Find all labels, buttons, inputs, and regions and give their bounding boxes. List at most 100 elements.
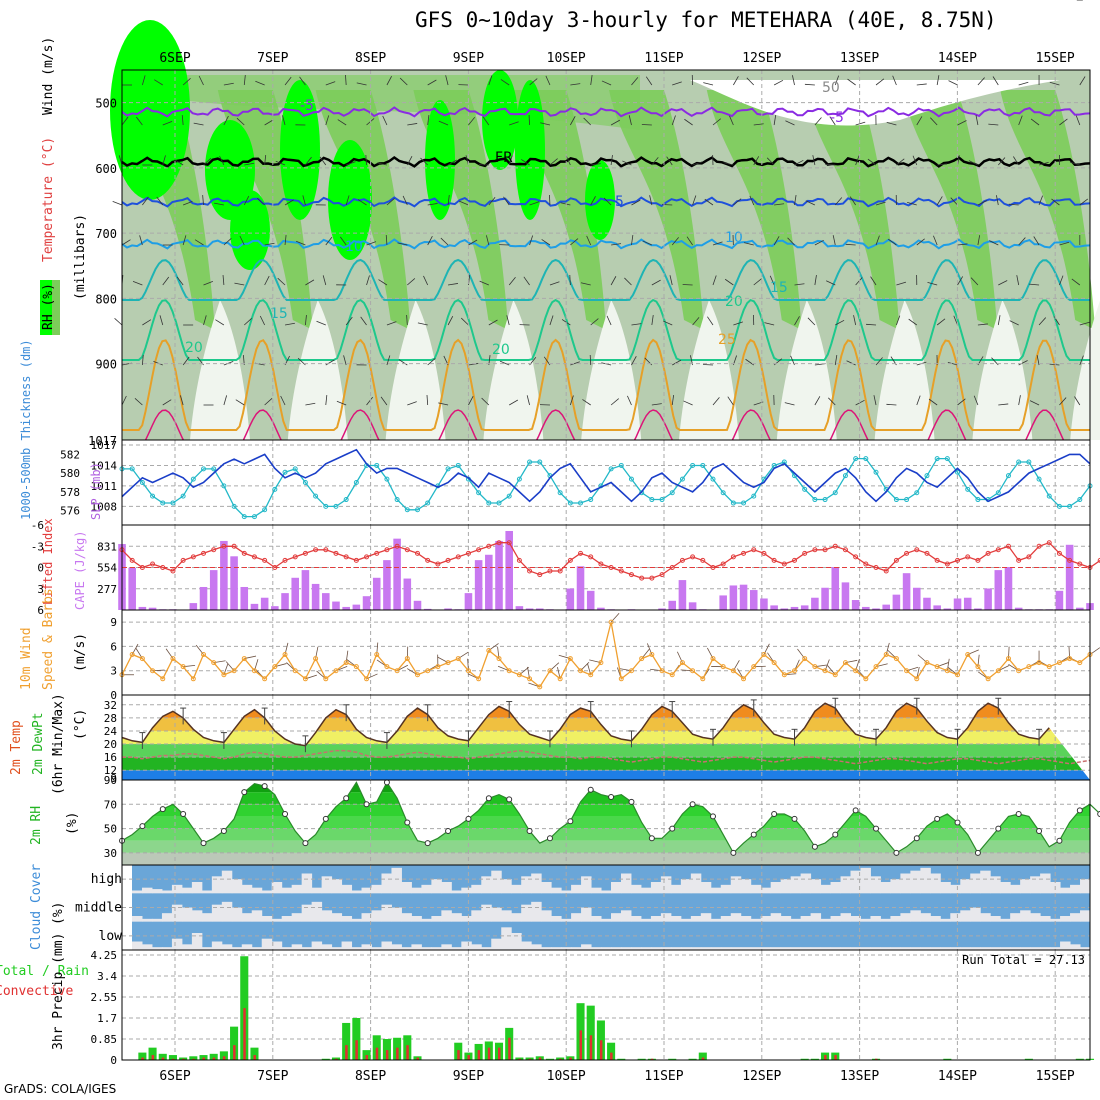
wind-barb <box>427 203 438 206</box>
wind-barb <box>998 280 1008 286</box>
li-tick-label: 0 <box>37 562 44 575</box>
wind-speed-point <box>955 672 961 678</box>
wind-barb <box>1079 76 1086 86</box>
cape-bar <box>597 607 605 610</box>
li-point <box>190 554 196 560</box>
wind-speed-point <box>150 668 156 674</box>
wind-barb <box>468 116 476 126</box>
li-point <box>802 550 808 556</box>
wind-barb <box>916 83 927 86</box>
precip-legend-convective: Convective <box>0 984 73 999</box>
cloud-high-bar <box>201 890 213 894</box>
cape-bar <box>189 603 198 610</box>
li-point <box>649 575 655 581</box>
cloud-low-bar <box>1080 947 1091 950</box>
wind-barb <box>235 399 245 406</box>
cloud-middle-bar <box>900 913 911 922</box>
temp-band <box>122 744 1090 758</box>
wind-barb <box>671 395 675 406</box>
wind-barb <box>447 195 450 206</box>
slp-point <box>313 493 319 499</box>
wind-barb <box>666 156 673 166</box>
cloud-middle-bar <box>730 913 742 922</box>
wind-barb <box>998 403 1009 406</box>
slp-point <box>853 456 859 462</box>
rh-dry-zone <box>972 300 1033 440</box>
cloud-middle-bar <box>451 913 462 922</box>
cloud-sky <box>132 865 1090 950</box>
contour-label: 5 <box>615 194 624 210</box>
cloud-high-bar <box>361 887 372 894</box>
cloud-low-bar <box>650 947 662 950</box>
cloud-high-bar <box>920 867 931 894</box>
slp-point <box>302 480 308 485</box>
slp-point <box>486 500 492 506</box>
wind-barb <box>114 318 123 326</box>
wind-speed-point <box>211 660 217 666</box>
slp-point <box>323 503 329 509</box>
wind-barb <box>284 76 292 86</box>
wind-barb <box>284 199 294 206</box>
cape-bar <box>984 588 992 610</box>
cloud-middle-bar <box>151 918 163 922</box>
li-point <box>761 550 767 556</box>
cloud-low-bar <box>181 944 193 950</box>
date-label-bottom: 6SEP <box>159 1069 190 1084</box>
cape-axis-label: CAPE (J/kg) <box>73 531 87 610</box>
rh-point <box>383 779 390 786</box>
wind-barb <box>203 315 207 326</box>
wind-barb <box>590 75 593 86</box>
cloud-middle-bar <box>551 916 562 922</box>
cape-bar <box>444 608 452 610</box>
slp-point <box>802 486 808 492</box>
cloud-middle-bar <box>1050 918 1061 922</box>
rh-saturated-zone <box>328 140 372 260</box>
cloud-low-bar <box>950 947 961 950</box>
wind-speed-point <box>302 676 308 682</box>
wind-barb <box>569 116 576 126</box>
li-point <box>343 554 349 560</box>
cape-bar <box>525 608 534 610</box>
wind-speed-point <box>781 672 787 678</box>
wind-barb <box>916 395 921 406</box>
cloud-low-bar <box>890 947 901 950</box>
wind-barb <box>264 155 267 166</box>
precip-total-bar <box>250 1047 259 1060</box>
wind-barb <box>930 117 938 126</box>
wind-barb <box>366 275 370 286</box>
cloud-high-bar <box>321 876 333 894</box>
contour-label: 10 <box>345 239 363 255</box>
cape-bar <box>271 606 279 610</box>
cloud-axis-label: Cloud Cover <box>29 864 44 950</box>
cloud-low-bar <box>740 947 752 950</box>
wind-barb <box>380 396 388 406</box>
wind-barb <box>141 75 146 86</box>
wind-barb <box>203 158 212 166</box>
rh-tick-label: 50 <box>104 823 117 836</box>
wind-barb <box>724 278 734 286</box>
cloud-high-bar <box>930 873 941 894</box>
rh-moist-zone <box>1000 90 1096 330</box>
cloud-low-bar <box>201 947 213 950</box>
cloud-middle-bar <box>191 910 203 922</box>
date-label-top: 13SEP <box>840 51 879 66</box>
wind-barb <box>828 397 836 406</box>
wind-barb <box>651 157 659 166</box>
rh-point <box>628 798 635 805</box>
cloud-high-bar <box>1030 876 1041 894</box>
cloud-low-bar <box>840 947 851 950</box>
cloud-low-bar <box>491 938 502 950</box>
wind-speed-point <box>690 668 696 674</box>
cloud-low-bar <box>920 947 931 950</box>
slp-point <box>414 507 420 513</box>
cloud-middle-bar <box>910 910 921 922</box>
cape-bar <box>362 596 371 610</box>
wind-barb <box>336 400 347 406</box>
slp-point <box>476 490 482 496</box>
wind-barb <box>366 396 374 406</box>
wind-barb <box>712 275 717 286</box>
slp-point <box>588 497 594 503</box>
cloud-middle-bar <box>700 913 712 922</box>
cloud-low-bar <box>551 947 562 950</box>
cape-bar <box>1004 567 1013 610</box>
